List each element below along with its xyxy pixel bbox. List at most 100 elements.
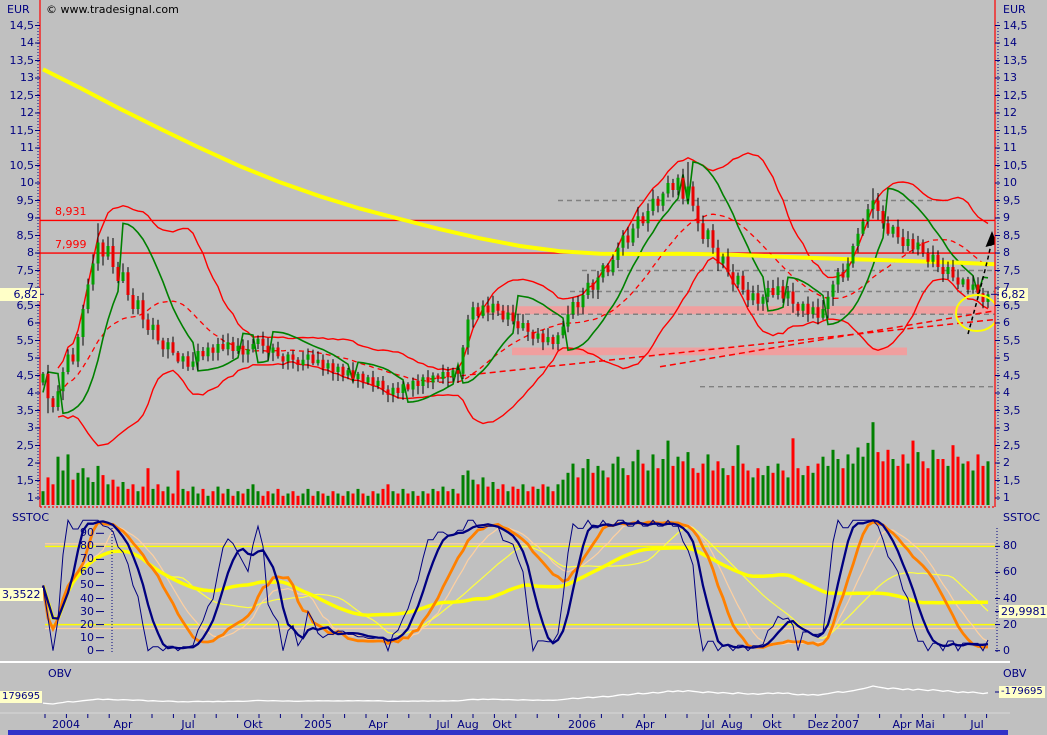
volume-bar	[671, 465, 675, 505]
candle-body	[196, 351, 200, 362]
volume-bar	[456, 493, 460, 505]
volume-bar	[71, 479, 75, 505]
price-tick-label-left: 12	[20, 106, 34, 119]
highlight-circle	[955, 294, 995, 332]
candle-body	[386, 389, 390, 395]
candle-body	[576, 302, 580, 308]
date-label: Apr	[368, 718, 388, 731]
candle-body	[796, 303, 800, 311]
volume-bar	[236, 491, 240, 505]
candle-body	[601, 265, 605, 278]
volume-bar	[116, 486, 120, 505]
price-tick-label-right: 13	[1003, 71, 1017, 84]
date-label: Apr	[635, 718, 655, 731]
candle-body	[251, 344, 255, 350]
candle-body	[661, 193, 665, 206]
volume-bar	[246, 488, 250, 505]
sstoc-plot-area[interactable]	[42, 510, 995, 660]
candle-body	[541, 333, 545, 343]
candle-body	[456, 370, 460, 374]
price-tick-label-right: 8,5	[1003, 228, 1021, 242]
candle-body	[331, 363, 335, 372]
volume-bar	[311, 495, 315, 505]
price-tick-label-left: 13,5	[9, 53, 35, 67]
date-label: Okt	[243, 718, 263, 731]
volume-bar	[806, 465, 810, 505]
candle-body	[291, 354, 295, 360]
candle-body	[211, 347, 215, 353]
volume-bar	[666, 440, 670, 505]
price-tick-label-left: 7,5	[16, 263, 35, 277]
volume-bar	[406, 493, 410, 505]
candle-body	[426, 377, 430, 383]
price-tick-label-left: 2,5	[16, 438, 35, 452]
resistance-level-label-8931: 8,931	[55, 205, 87, 218]
sstoc-tick-label-right: 40	[1003, 591, 1017, 605]
volume-bar	[296, 495, 300, 505]
candle-body	[886, 223, 890, 234]
bollinger-lower	[57, 256, 989, 447]
volume-bar	[676, 456, 680, 505]
price-tick-label-left: 9	[27, 211, 34, 224]
trendline	[659, 310, 995, 368]
volume-bar	[686, 452, 690, 505]
price-tick-label-right: 6	[1003, 316, 1010, 329]
projection-arrow	[967, 239, 993, 335]
sstoc-tick-label-left: 40	[80, 591, 94, 605]
volume-bar	[691, 468, 695, 505]
volume-bar	[706, 454, 710, 505]
volume-bar	[876, 452, 880, 505]
volume-bar	[491, 482, 495, 505]
candle-body	[341, 366, 345, 376]
volume-bar	[176, 470, 180, 505]
candle-body	[406, 384, 410, 390]
price-tick-label-right: 6,5	[1003, 298, 1021, 312]
volume-bar	[726, 475, 730, 505]
date-label: Okt	[762, 718, 782, 731]
candle-body	[401, 384, 405, 393]
candle-body	[151, 324, 155, 330]
volume-bar	[361, 493, 365, 505]
candle-body	[841, 272, 845, 278]
candle-body	[731, 272, 735, 285]
volume-bar	[651, 454, 655, 505]
candle-body	[466, 319, 470, 348]
volume-bar	[741, 463, 745, 505]
candle-body	[226, 342, 230, 350]
obv-plot-area[interactable]	[42, 664, 995, 713]
candle-body	[191, 361, 195, 367]
price-tick-label-right: 5	[1003, 351, 1010, 364]
volume-bar	[886, 449, 890, 505]
volume-bar	[831, 449, 835, 505]
price-tick-label-left: 14	[20, 36, 34, 49]
price-tick-label-left: 14,5	[9, 18, 35, 32]
volume-bar	[411, 491, 415, 505]
date-label: Jul	[436, 718, 450, 731]
volume-bar	[841, 468, 845, 505]
price-tick-label-left: 8,5	[16, 228, 35, 242]
candle-body	[821, 309, 825, 318]
sstoc-tick-label-right: 80	[1003, 539, 1017, 553]
candle-body	[281, 356, 285, 362]
candle-body	[706, 230, 710, 239]
price-tick-label-right: 4	[1003, 386, 1010, 399]
sstoc-tick-label-left: 10	[80, 630, 94, 644]
obv-panel	[42, 685, 989, 705]
volume-bar	[881, 461, 885, 505]
sstoc-k-line	[42, 518, 989, 653]
price-tick-label-left: 5	[27, 351, 34, 364]
candle-body	[826, 296, 830, 309]
candle-body	[746, 289, 750, 301]
date-label: Jul	[181, 718, 195, 731]
price-plot-area[interactable]	[40, 0, 995, 507]
candle-body	[816, 307, 820, 318]
volume-bar	[811, 472, 815, 505]
volume-bar	[76, 472, 80, 505]
candle-body	[76, 337, 80, 362]
volume-bar	[426, 493, 430, 505]
price-tick-label-left: 3,5	[16, 403, 35, 417]
volume-bar	[366, 495, 370, 505]
volume-bar	[316, 491, 320, 505]
volume-bar	[441, 486, 445, 505]
volume-bar	[121, 482, 125, 505]
